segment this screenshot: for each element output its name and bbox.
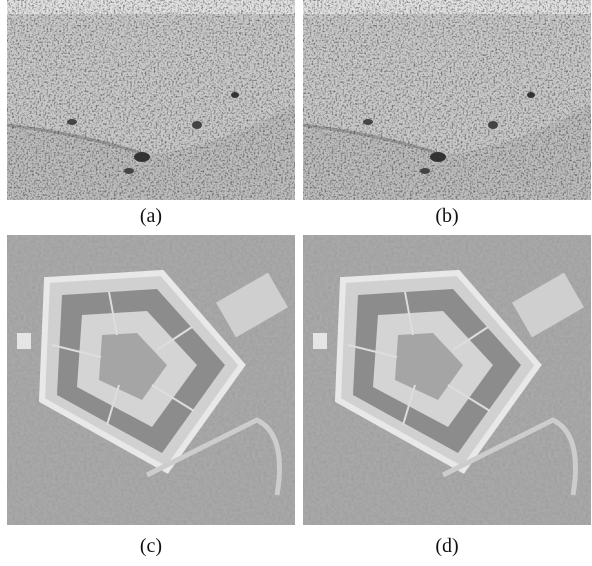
panel-caption: (b)	[435, 205, 458, 227]
panel-caption: (c)	[140, 535, 162, 557]
panel-image-a	[7, 0, 295, 200]
panel-caption: (d)	[435, 535, 458, 557]
panel-image-c	[7, 235, 295, 525]
panel-image-b	[303, 0, 591, 200]
figure: (a) (b) (c) (d)	[0, 0, 592, 561]
panel-image-d	[303, 235, 591, 525]
panel-caption: (a)	[140, 205, 162, 227]
